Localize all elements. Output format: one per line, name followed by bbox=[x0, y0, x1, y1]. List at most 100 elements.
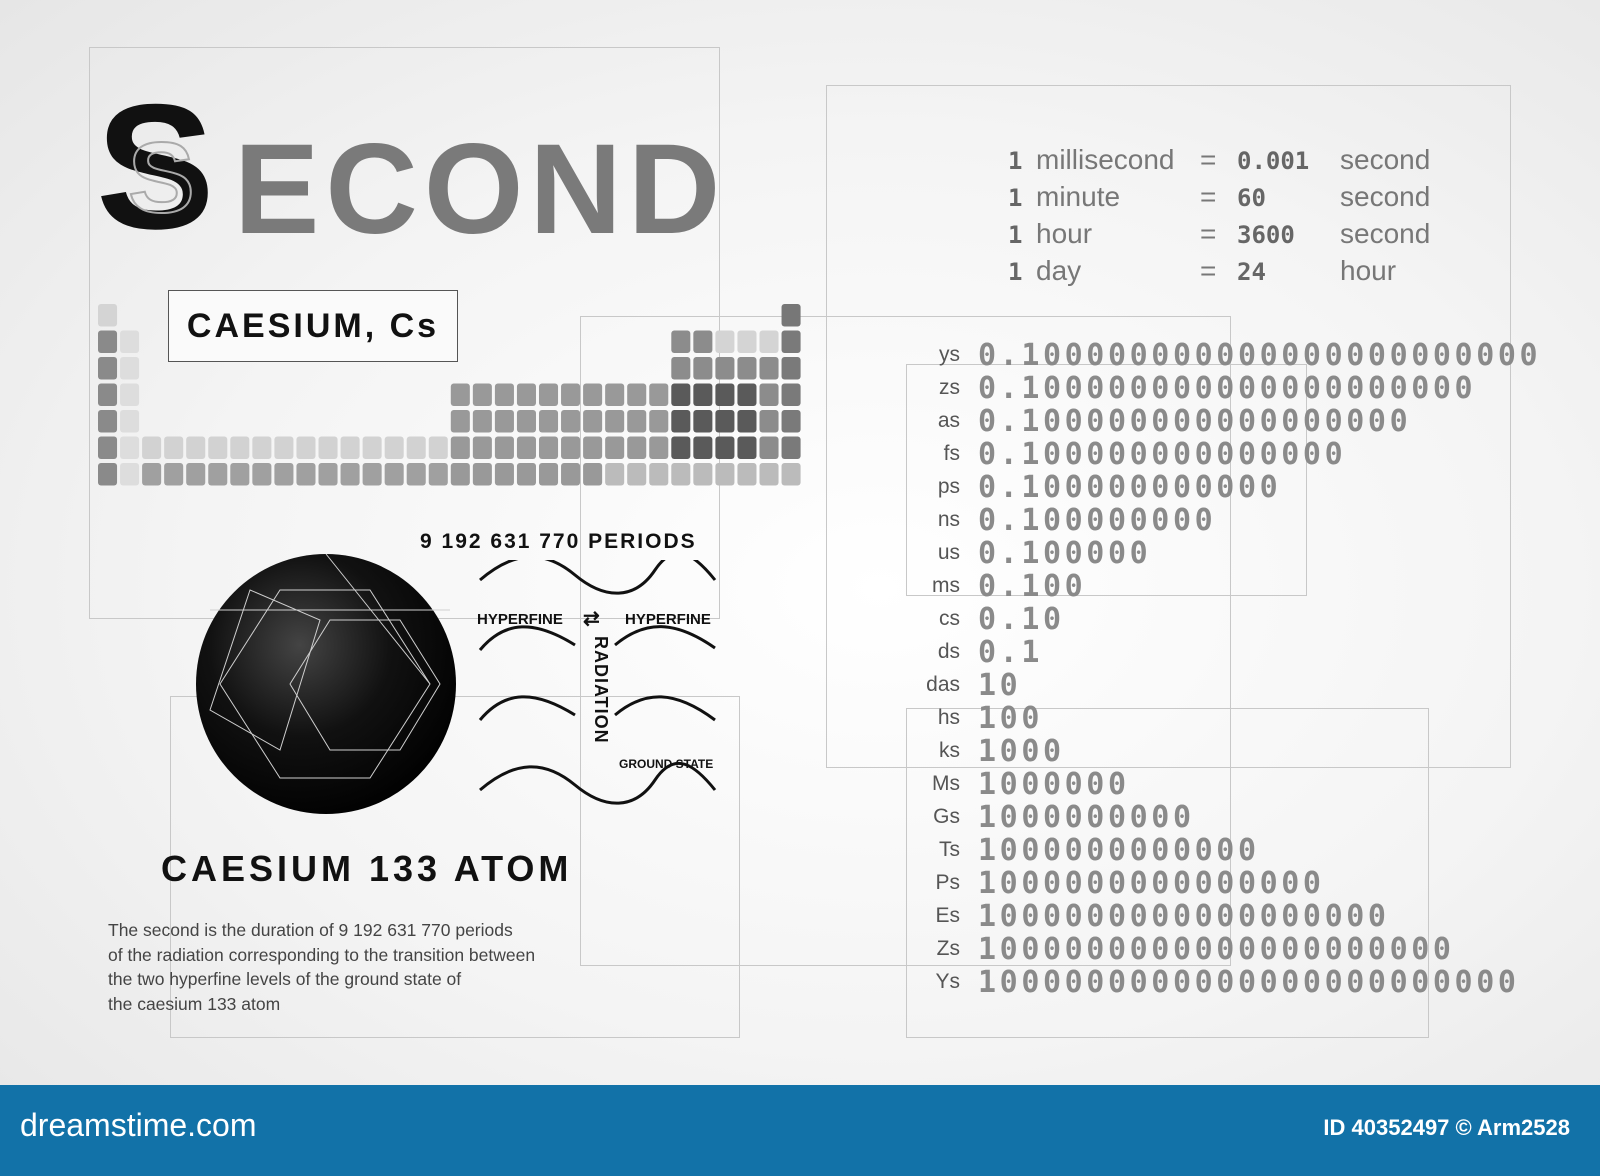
prefix-symbol: cs bbox=[939, 607, 960, 630]
element-cell bbox=[715, 436, 735, 459]
element-cell bbox=[120, 463, 140, 486]
prefix-symbol: zs bbox=[939, 376, 960, 399]
definition-line: the two hyperfine levels of the ground s… bbox=[108, 969, 462, 989]
hyperfine-left-label: HYPERFINE bbox=[477, 611, 563, 628]
element-cell bbox=[583, 383, 603, 406]
prefix-symbol: ks bbox=[939, 739, 960, 762]
element-cell bbox=[362, 463, 382, 486]
element-cell bbox=[186, 463, 206, 486]
element-cell bbox=[649, 463, 669, 486]
element-cell bbox=[583, 436, 603, 459]
prefix-value: 1000000000000000000000000 bbox=[978, 965, 1520, 1000]
prefix-symbol: Ys bbox=[935, 970, 960, 993]
element-cell bbox=[671, 383, 691, 406]
prefix-symbol: Ms bbox=[932, 772, 960, 795]
element-cell bbox=[98, 357, 118, 380]
prefix-symbol: ys bbox=[939, 343, 960, 366]
prefix-value: 0.1 bbox=[978, 635, 1043, 670]
wave bbox=[614, 625, 716, 650]
image-id: ID 40352497 © Arm2528 bbox=[1323, 1115, 1570, 1140]
title-first-letter-outline: S bbox=[127, 122, 196, 234]
element-cell bbox=[406, 436, 426, 459]
element-cell bbox=[759, 330, 779, 353]
element-label: CAESIUM, Cs bbox=[168, 290, 458, 362]
ground-state-label: GROUND STATE bbox=[619, 757, 714, 771]
element-cell bbox=[715, 410, 735, 433]
element-cell bbox=[252, 436, 272, 459]
conversion-unit: day bbox=[1036, 255, 1082, 286]
element-cell bbox=[406, 463, 426, 486]
element-cell bbox=[627, 410, 647, 433]
element-cell bbox=[583, 410, 603, 433]
element-cell bbox=[781, 304, 801, 327]
element-cell bbox=[98, 463, 118, 486]
element-cell bbox=[759, 436, 779, 459]
prefix-symbol: Gs bbox=[933, 805, 960, 828]
prefix-value: 0.100000000000000000000000 bbox=[978, 338, 1542, 373]
element-cell bbox=[627, 463, 647, 486]
element-cell bbox=[98, 330, 118, 353]
element-cell bbox=[759, 383, 779, 406]
conversion-target: second bbox=[1340, 218, 1431, 249]
element-cell bbox=[186, 436, 206, 459]
conversion-qty: 1 bbox=[1008, 220, 1022, 248]
prefix-value: 1000000000000000000000 bbox=[978, 932, 1455, 967]
element-cell bbox=[781, 410, 801, 433]
prefix-symbol: Ps bbox=[935, 871, 960, 894]
prefix-value: 0.100000000000000000000 bbox=[978, 371, 1477, 406]
prefix-symbol: ns bbox=[937, 508, 960, 531]
frame bbox=[906, 708, 1429, 1038]
wave bbox=[614, 695, 716, 722]
element-cell bbox=[759, 410, 779, 433]
logo[interactable]: dreamstime.com bbox=[20, 1107, 257, 1143]
element-cell bbox=[693, 357, 713, 380]
prefix-value: 1000000000000000000 bbox=[978, 899, 1390, 934]
element-cell bbox=[627, 383, 647, 406]
element-cell bbox=[472, 410, 492, 433]
element-cell bbox=[737, 436, 757, 459]
definition-line: of the radiation corresponding to the tr… bbox=[108, 944, 536, 965]
element-cell bbox=[494, 410, 514, 433]
element-cell bbox=[340, 436, 360, 459]
element-cell bbox=[693, 463, 713, 486]
element-cell bbox=[671, 463, 691, 486]
conversion-value: 3600 bbox=[1237, 220, 1295, 248]
element-cell bbox=[296, 463, 316, 486]
wave bbox=[479, 560, 717, 595]
element-cell bbox=[340, 463, 360, 486]
conversion-value: 60 bbox=[1237, 183, 1266, 211]
element-cell bbox=[120, 436, 140, 459]
element-cell bbox=[252, 463, 272, 486]
element-cell bbox=[318, 436, 338, 459]
conversion-value: 3600 bbox=[1237, 221, 1295, 249]
element-cell bbox=[737, 410, 757, 433]
prefix-value: 10 bbox=[978, 668, 1022, 703]
element-cell bbox=[538, 436, 559, 459]
element-cell bbox=[274, 436, 294, 459]
element-cell bbox=[296, 436, 316, 459]
element-cell bbox=[384, 436, 404, 459]
caesium-atom bbox=[196, 553, 456, 814]
prefix-symbol: as bbox=[937, 409, 960, 432]
conversion-target: second bbox=[1340, 144, 1431, 175]
element-cell bbox=[208, 463, 228, 486]
prefix-value: 0.100000000 bbox=[978, 503, 1217, 538]
prefix-symbol: Es bbox=[935, 904, 960, 927]
element-cell bbox=[472, 383, 492, 406]
element-cell bbox=[561, 383, 581, 406]
element-cell bbox=[516, 436, 536, 459]
hexagon-outline bbox=[219, 589, 431, 779]
element-cell bbox=[561, 436, 581, 459]
element-cell bbox=[428, 463, 448, 486]
conversion-target: hour bbox=[1340, 255, 1397, 286]
element-cell bbox=[450, 463, 470, 486]
footer-bar: dreamstime.com ID 40352497 © Arm2528 bbox=[0, 1085, 1600, 1176]
radiation-waves bbox=[478, 560, 717, 805]
element-cell bbox=[230, 463, 250, 486]
atom-sphere bbox=[196, 554, 456, 814]
conversion-eq: = bbox=[1200, 181, 1217, 212]
element-cell bbox=[450, 436, 470, 459]
element-cell bbox=[605, 410, 625, 433]
prefix-symbol: ms bbox=[932, 574, 960, 597]
periodic-table bbox=[98, 304, 801, 486]
